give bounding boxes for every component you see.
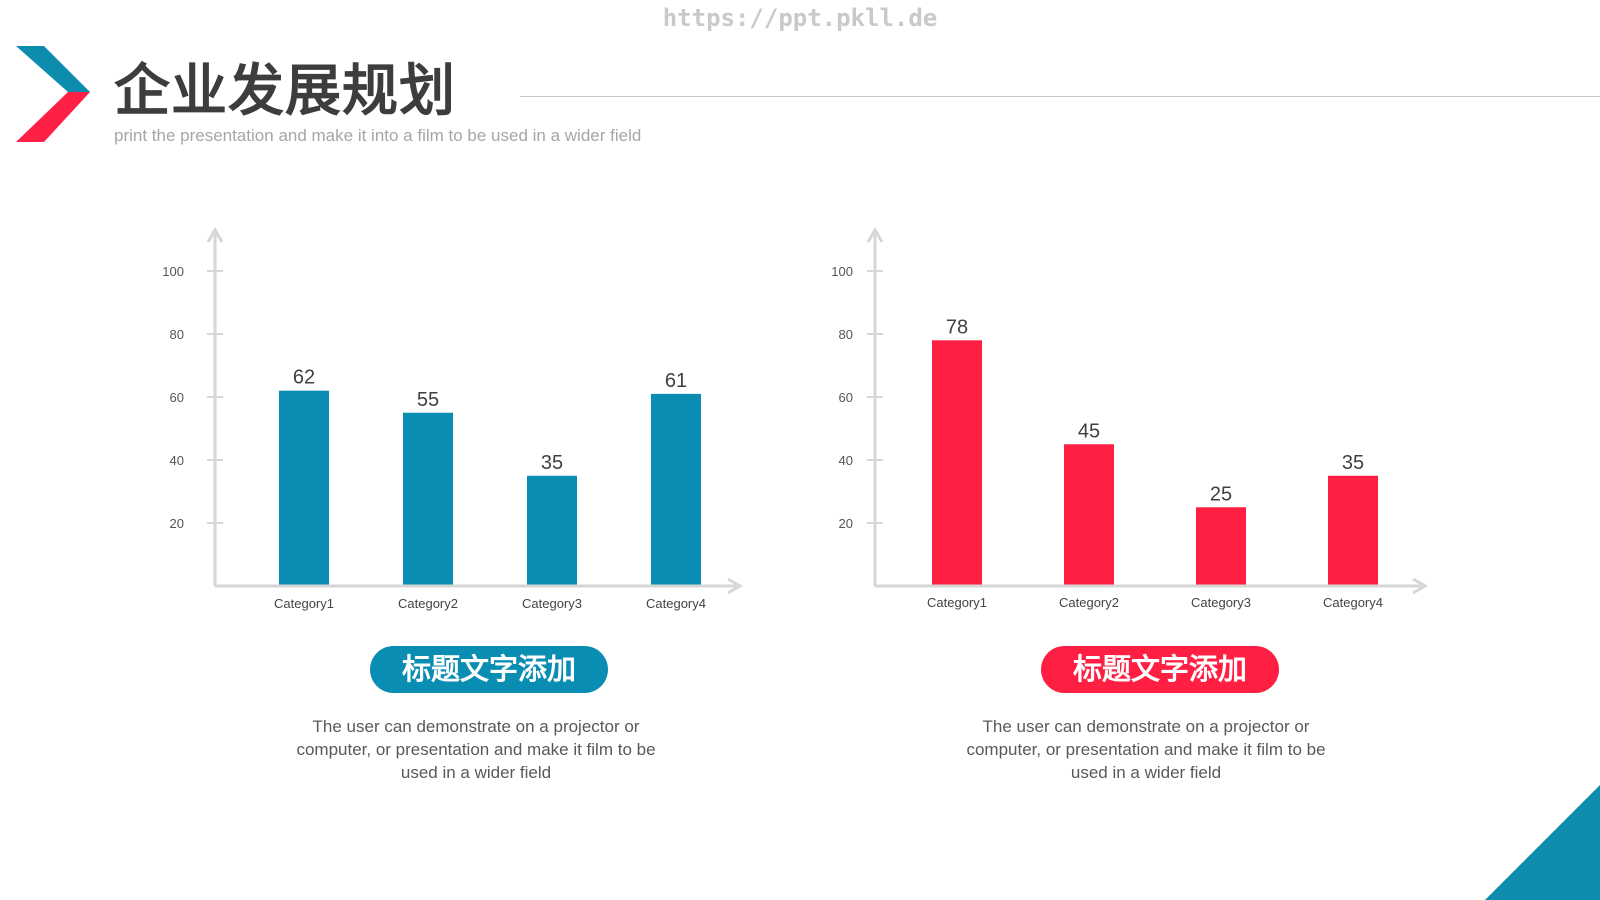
bar-value-label: 78: [946, 316, 968, 338]
x-category-label: Category1: [927, 595, 987, 610]
y-axis-arrow-icon: [206, 227, 224, 243]
bar: [403, 412, 453, 585]
bar-value-label: 35: [1342, 452, 1364, 474]
x-category-label: Category3: [1191, 595, 1251, 610]
bar-value-label: 35: [541, 452, 563, 474]
caption-pill-right: 标题文字添加: [1041, 646, 1279, 693]
y-tick-label: 80: [839, 327, 853, 342]
x-category-label: Category2: [398, 596, 458, 611]
bar-value-label: 55: [417, 389, 439, 411]
y-tick-label: 40: [170, 453, 184, 468]
bar: [1064, 444, 1114, 585]
x-axis-arrow-icon: [727, 577, 743, 595]
bar: [1328, 475, 1378, 585]
y-tick-label: 40: [839, 453, 853, 468]
corner-accent-triangle: [1485, 785, 1600, 900]
y-tick-label: 20: [839, 516, 853, 531]
page-subtitle: print the presentation and make it into …: [114, 126, 642, 145]
y-tick-label: 100: [831, 264, 853, 279]
bar-value-label: 45: [1078, 420, 1100, 442]
caption-pill-left: 标题文字添加: [370, 646, 608, 693]
x-category-label: Category1: [274, 596, 334, 611]
bar-value-label: 25: [1210, 483, 1232, 505]
y-tick-label: 60: [170, 390, 184, 405]
bar: [1196, 507, 1246, 585]
watermark-url: https://ppt.pkll.de: [662, 4, 938, 32]
bar-value-label: 61: [665, 370, 687, 392]
description-right: The user can demonstrate on a projector …: [966, 717, 1326, 782]
x-category-label: Category2: [1059, 595, 1119, 610]
x-category-label: Category3: [522, 596, 582, 611]
bar-value-label: 62: [293, 367, 315, 389]
y-tick-label: 100: [162, 264, 184, 279]
header-divider: [520, 96, 1600, 97]
x-category-label: Category4: [646, 596, 706, 611]
page-title: 企业发展规划: [114, 59, 456, 124]
y-tick-label: 60: [839, 390, 853, 405]
description-left: The user can demonstrate on a projector …: [296, 717, 656, 782]
chevron-logo-icon: [16, 46, 90, 142]
bar: [279, 390, 329, 585]
bar: [527, 475, 577, 585]
y-axis-arrow-icon: [866, 227, 884, 243]
y-tick-label: 80: [170, 327, 184, 342]
x-category-label: Category4: [1323, 595, 1383, 610]
y-tick-label: 20: [170, 516, 184, 531]
bar: [932, 340, 982, 585]
x-axis-arrow-icon: [1412, 577, 1428, 595]
bar: [651, 393, 701, 585]
